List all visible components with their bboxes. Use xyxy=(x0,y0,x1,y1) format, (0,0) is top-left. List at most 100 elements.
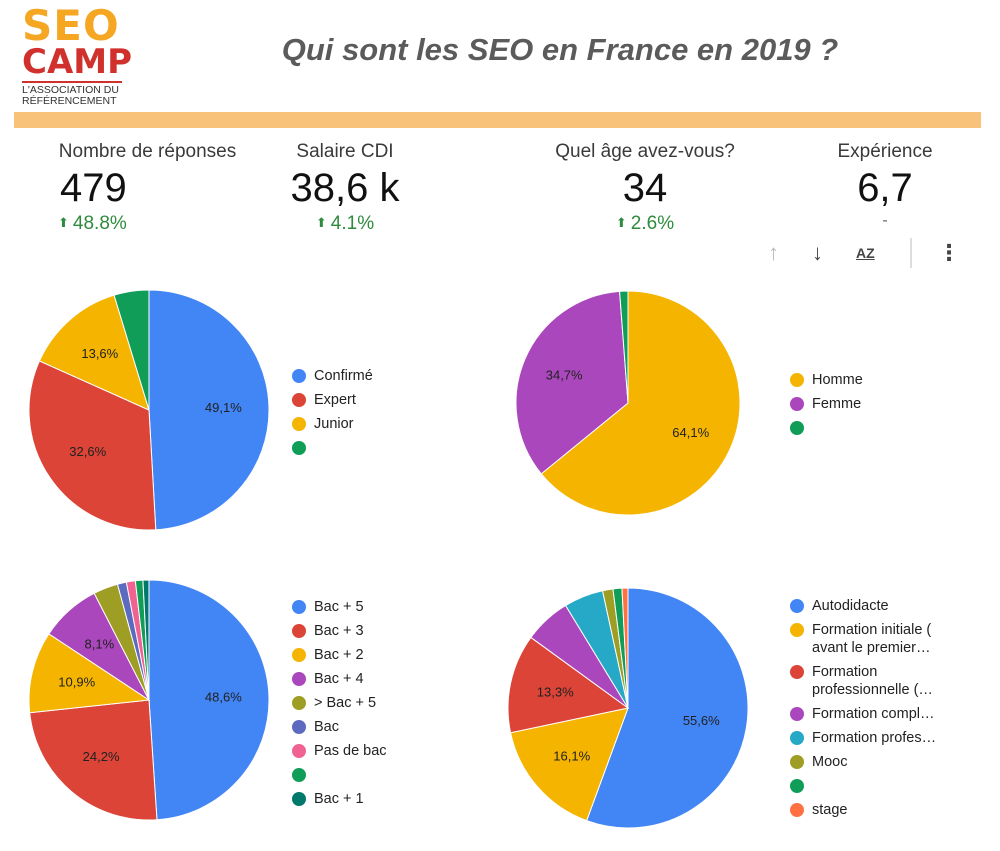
legend-label: Mooc xyxy=(812,754,848,770)
legend-item[interactable]: Confirmé xyxy=(292,367,432,385)
legend-gender: Homme Femme xyxy=(790,371,970,443)
legend-label: Formation professionnelle (… xyxy=(812,664,933,698)
legend-label: Autodidacte xyxy=(812,598,889,614)
legend-item[interactable]: Pas de bac xyxy=(292,742,452,760)
pie-slice-autodidacte[interactable] xyxy=(586,587,749,829)
pie-data-label: 16,1% xyxy=(553,749,590,764)
legend-item[interactable]: Bac + 2 xyxy=(292,646,452,664)
legend-swatch-icon xyxy=(292,441,306,455)
pie-slice-bac-2[interactable] xyxy=(28,633,151,714)
kpi-responses: Nombre de réponses 479 ⬆ 48.8% xyxy=(40,140,255,235)
kpi-delta-value: 2.6% xyxy=(630,213,675,234)
pie-data-label: 55,6% xyxy=(683,713,720,728)
pie-data-label: 49,1% xyxy=(205,400,242,415)
legend-label: Confirmé xyxy=(314,368,373,384)
kpi-label: Quel âge avez-vous? xyxy=(555,141,735,162)
legend-item[interactable]: Bac + 5 xyxy=(292,598,452,616)
legend-item[interactable]: Bac + 3 xyxy=(292,622,452,640)
legend-swatch-icon xyxy=(790,803,804,817)
legend-item[interactable]: Homme xyxy=(790,371,970,389)
legend-swatch-icon xyxy=(292,720,306,734)
logo-seo-text: SEO xyxy=(22,1,120,50)
pie-slice-stage[interactable] xyxy=(621,587,629,709)
legend-swatch-icon xyxy=(790,665,804,679)
pie-slice-femme[interactable] xyxy=(515,290,629,475)
pie-slice-confirm[interactable] xyxy=(148,289,270,531)
legend-swatch-icon xyxy=(292,696,306,710)
legend-item[interactable]: Femme xyxy=(790,395,970,413)
kpi-age: Quel âge avez-vous? 34 ⬆ 2.6% xyxy=(540,140,750,235)
legend-swatch-icon xyxy=(790,397,804,411)
legend-swatch-icon xyxy=(292,768,306,782)
legend-item[interactable]: Formation professionnelle (… xyxy=(790,663,965,699)
legend-label: Formation initiale ( avant le premier… xyxy=(812,622,932,656)
arrow-down-icon[interactable]: ↓ xyxy=(812,240,823,265)
legend-item[interactable]: Formation compl… xyxy=(790,705,965,723)
legend-swatch-icon xyxy=(790,373,804,387)
page-title: Qui sont les SEO en France en 2019 ? xyxy=(281,32,839,67)
legend-swatch-icon xyxy=(790,623,804,637)
pie-slice-junior[interactable] xyxy=(38,294,150,411)
legend-item[interactable]: Bac + 1 xyxy=(292,790,452,808)
more-vert-icon[interactable]: ⋮ xyxy=(938,240,960,265)
kpi-delta: ⬆ 2.6% xyxy=(540,212,750,235)
kpi-dash: - xyxy=(882,212,888,229)
legend-item[interactable]: Formation profes… xyxy=(790,729,965,747)
legend-swatch-icon xyxy=(292,648,306,662)
pie-slice-homme[interactable] xyxy=(540,290,741,516)
legend-item[interactable] xyxy=(790,419,970,437)
pie-slice-unlabeled-2[interactable] xyxy=(619,290,629,404)
pie-data-label: 48,6% xyxy=(205,690,242,705)
legend-swatch-icon xyxy=(292,624,306,638)
pie-slice-bac-5[interactable] xyxy=(148,579,270,821)
legend-label: Pas de bac xyxy=(314,743,387,759)
legend-item[interactable]: > Bac + 5 xyxy=(292,694,452,712)
legend-label: Expert xyxy=(314,392,356,408)
legend-item[interactable]: Formation initiale ( avant le premier… xyxy=(790,621,965,657)
pie-slice-formation-initiale-avant-le-premier[interactable] xyxy=(509,707,629,822)
legend-item[interactable]: Mooc xyxy=(790,753,965,771)
pie-slice-bac-3[interactable] xyxy=(29,699,158,821)
legend-item[interactable]: Junior xyxy=(292,415,432,433)
legend-item[interactable]: Bac xyxy=(292,718,452,736)
legend-item[interactable]: Autodidacte xyxy=(790,597,965,615)
legend-label: Bac + 3 xyxy=(314,623,364,639)
kpi-value: 34 xyxy=(622,166,668,210)
pie-data-label: 13,6% xyxy=(81,346,118,361)
logo-subtitle: L'ASSOCIATION DU RÉFÉRENCEMENT xyxy=(22,85,132,107)
kpi-delta: ⬆ 4.1% xyxy=(270,212,420,235)
pie-slice-bac-1[interactable] xyxy=(142,579,150,701)
legend-item[interactable]: Expert xyxy=(292,391,432,409)
legend-swatch-icon xyxy=(292,417,306,431)
pie-slice-formation-professionnelle[interactable] xyxy=(507,636,630,734)
legend-item[interactable] xyxy=(292,766,452,784)
legend-item[interactable]: stage xyxy=(790,801,965,819)
kpi-value: 479 xyxy=(60,166,127,210)
legend-label: Bac + 4 xyxy=(314,671,364,687)
kpi-delta-value: 4.1% xyxy=(330,213,375,234)
sort-az-icon[interactable]: AZ xyxy=(856,245,875,261)
pie-data-label: 10,9% xyxy=(58,674,95,689)
kpi-experience: Expérience 6,7 - xyxy=(800,140,970,230)
legend-swatch-icon xyxy=(292,393,306,407)
seo-camp-logo: SEO CAMP L'ASSOCIATION DU RÉFÉRENCEMENT xyxy=(22,1,132,107)
legend-label: Formation compl… xyxy=(812,706,935,722)
legend-seniority: Confirmé Expert Junior xyxy=(292,367,432,463)
legend-item[interactable] xyxy=(292,439,432,457)
legend-item[interactable]: Bac + 4 xyxy=(292,670,452,688)
legend-label: Homme xyxy=(812,372,863,388)
arrow-up-icon[interactable]: ↑ xyxy=(768,240,779,265)
pie-slice-expert[interactable] xyxy=(28,360,157,531)
kpi-value: 38,6 k xyxy=(290,166,400,210)
logo-subtitle-line1: L'ASSOCIATION DU xyxy=(22,84,119,96)
pie-data-label: 8,1% xyxy=(85,637,115,652)
legend-item[interactable] xyxy=(790,777,965,795)
pie-slice-unlabeled-3[interactable] xyxy=(113,289,150,411)
arrow-up-green-icon: ⬆ xyxy=(615,215,627,230)
pie-data-label: 64,1% xyxy=(672,425,709,440)
legend-swatch-icon xyxy=(292,600,306,614)
kpi-label: Nombre de réponses xyxy=(58,141,237,162)
pie-chart-seniority: 49,1% 32,6% 13,6% xyxy=(28,289,270,531)
legend-swatch-icon xyxy=(292,792,306,806)
